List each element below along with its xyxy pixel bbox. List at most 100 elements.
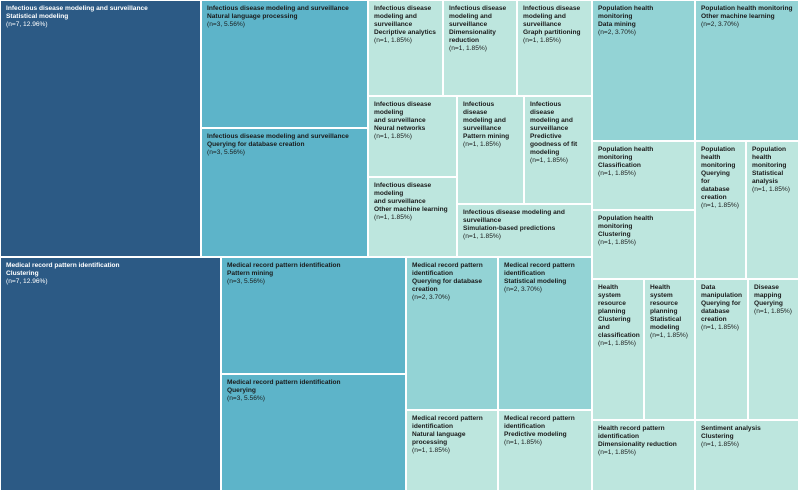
tile-count: (n=1, 1.85%): [449, 45, 487, 52]
tile-label-line: Statistical modeling: [6, 13, 69, 20]
tile-label-line: analysis: [752, 178, 779, 185]
tile-label-line: Predictive: [530, 133, 562, 140]
tile-label-line: health: [752, 154, 772, 161]
tile-label-line: Querying for: [701, 300, 741, 307]
tile-label-line: identification: [504, 270, 546, 277]
tile-label: Population health monitoring Querying for da…: [701, 146, 740, 210]
tile-label-line: Infectious disease: [530, 101, 562, 116]
tile-count: (n=2, 3.70%): [701, 21, 739, 28]
tile-count: (n=1, 1.85%): [463, 233, 501, 240]
tile-label-line: Medical record pattern: [504, 262, 575, 269]
tile-label-line: Data: [701, 284, 716, 291]
tile-label-line: Clustering: [6, 270, 39, 277]
tile-label-line: monitoring: [752, 162, 787, 169]
tile-label: Population health monitoring Data mining(…: [598, 5, 689, 37]
tile-label: Health system resource planning Statistical…: [650, 284, 689, 340]
tile-count: (n=1, 1.85%): [374, 214, 412, 221]
tile-label-line: creation: [701, 316, 727, 323]
tile-label-line: resource: [650, 300, 678, 307]
tile-label: Infectious disease modeling and surveillan…: [449, 5, 511, 53]
tile-count: (n=1, 1.85%): [701, 202, 739, 209]
tile-label-line: Infectious disease: [463, 101, 495, 116]
treemap-tile-mrp-predictive: Medical record pattern identification Pred…: [498, 410, 592, 491]
tile-label: Health system resource planning Clustering a…: [598, 284, 640, 348]
tile-label-line: Decriptive analytics: [374, 29, 436, 36]
tile-label-line: manipulation: [701, 292, 743, 299]
tile-label: Medical record pattern identification Pat…: [227, 262, 400, 286]
tile-label: Infectious disease modeling and surveilla…: [463, 209, 586, 241]
treemap-tile-ids-simulation: Infectious disease modeling and surveilla…: [457, 204, 592, 257]
treemap-tile-ids-neural: Infectious disease modeling and surveilla…: [368, 96, 457, 177]
treemap-tile-mrp-statistical: Medical record pattern identification Stat…: [498, 257, 592, 410]
tile-label: Medical record pattern identification Que…: [227, 379, 400, 403]
tile-label: Population health monitoring Clustering (n…: [598, 215, 689, 247]
tile-label-line: Classification: [598, 162, 641, 169]
tile-label-line: Pattern mining: [227, 270, 274, 277]
treemap-tile-phm-data-mining: Population health monitoring Data mining(…: [592, 0, 695, 141]
treemap-tile-phm-querying: Population health monitoring Querying for da…: [695, 141, 746, 279]
treemap-tile-dm-querying: Data manipulation Querying for database crea…: [695, 279, 748, 420]
tile-label-line: Querying for database creation: [207, 141, 305, 148]
tile-label-line: and: [598, 324, 610, 331]
tile-label-line: Querying: [227, 387, 256, 394]
tile-label-line: Infectious disease: [523, 5, 581, 12]
tile-label-line: Statistical: [752, 170, 784, 177]
tile-count: (n=1, 1.85%): [374, 133, 412, 140]
tile-label-line: surveillance: [449, 21, 488, 28]
treemap-tile-ids-predictive-goodness: Infectious disease modeling and surveillan…: [524, 96, 592, 204]
tile-label-line: Infectious disease: [449, 5, 507, 12]
tile-label-line: Sentiment analysis: [701, 425, 761, 432]
tile-count: (n=3, 5.56%): [207, 149, 245, 156]
tile-label-line: Infectious disease modeling and surveill…: [6, 5, 148, 12]
tile-label: Data manipulation Querying for database crea…: [701, 284, 742, 332]
tile-label-line: Statistical: [650, 316, 682, 323]
tile-label-line: identification: [598, 433, 640, 440]
tile-label-line: modeling and: [463, 117, 506, 124]
tile-label-line: Infectious disease modeling and: [463, 209, 565, 216]
tile-label-line: Dimensionality reduction: [598, 441, 677, 448]
tile-label-line: identification: [412, 423, 454, 430]
tile-label: Medical record pattern identification Stat…: [504, 262, 586, 294]
tile-label-line: Predictive modeling: [504, 431, 567, 438]
tile-label-line: identification: [504, 423, 546, 430]
tile-count: (n=1, 1.85%): [530, 157, 568, 164]
tile-count: (n=1, 1.85%): [598, 170, 636, 177]
treemap-tile-phm-clustering: Population health monitoring Clustering (n…: [592, 210, 695, 279]
tile-label: Infectious disease modeling and surveilla…: [374, 182, 451, 222]
tile-label-line: modeling: [530, 149, 560, 156]
tile-label-line: Querying for: [701, 170, 730, 185]
tile-label-line: modeling: [650, 324, 680, 331]
tile-count: (n=1, 1.85%): [598, 239, 636, 246]
tile-count: (n=1, 1.85%): [412, 447, 450, 454]
treemap-tile-sa-clustering: Sentiment analysis Clustering (n=1, 1.85%): [695, 420, 799, 491]
tile-label-line: Medical record pattern identification: [227, 379, 341, 386]
treemap-tile-phm-classification: Population health monitoring Classificati…: [592, 141, 695, 210]
tile-label-line: database: [701, 308, 730, 315]
tile-label-line: goodness of fit: [530, 141, 578, 148]
treemap-tile-ids-descriptive: Infectious disease modeling and surveillan…: [368, 0, 443, 96]
tile-label-line: surveillance: [374, 21, 413, 28]
tile-label-line: database: [701, 186, 730, 193]
tile-label-line: Population health monitoring: [598, 215, 654, 230]
tile-label-line: and surveillance: [374, 198, 426, 205]
tile-label-line: Health system: [598, 284, 621, 299]
tile-count: (n=1, 1.85%): [504, 439, 542, 446]
treemap-tile-ids-pattern: Infectious disease modeling and surveillan…: [457, 96, 524, 204]
tile-count: (n=1, 1.85%): [598, 340, 636, 347]
treemap-tile-ids-nlp: Infectious disease modeling and surveill…: [201, 0, 368, 128]
tile-label: Population health monitoring Classificati…: [598, 146, 689, 178]
tile-label-line: reduction: [449, 37, 480, 44]
tile-label: Infectious disease modeling and surveillan…: [374, 5, 437, 45]
treemap-tile-mrp-nlp: Medical record pattern identification Natu…: [406, 410, 498, 491]
tile-label-line: Natural language processing: [412, 431, 466, 446]
treemap-tile-hsr-statistical: Health system resource planning Statistical…: [644, 279, 695, 420]
tile-count: (n=1, 1.85%): [523, 37, 561, 44]
tile-label: Infectious disease modeling and surveillan…: [530, 101, 586, 165]
tile-label: Medical record pattern identification Clu…: [6, 262, 215, 286]
tile-label-line: Infectious disease modeling: [374, 101, 432, 116]
tile-label: Infectious disease modeling and surveillan…: [463, 101, 518, 149]
treemap-tile-ids-statistical-modeling: Infectious disease modeling and surveill…: [0, 0, 201, 257]
tile-label: Infectious disease modeling and surveilla…: [374, 101, 451, 141]
tile-label-line: Querying: [754, 300, 783, 307]
